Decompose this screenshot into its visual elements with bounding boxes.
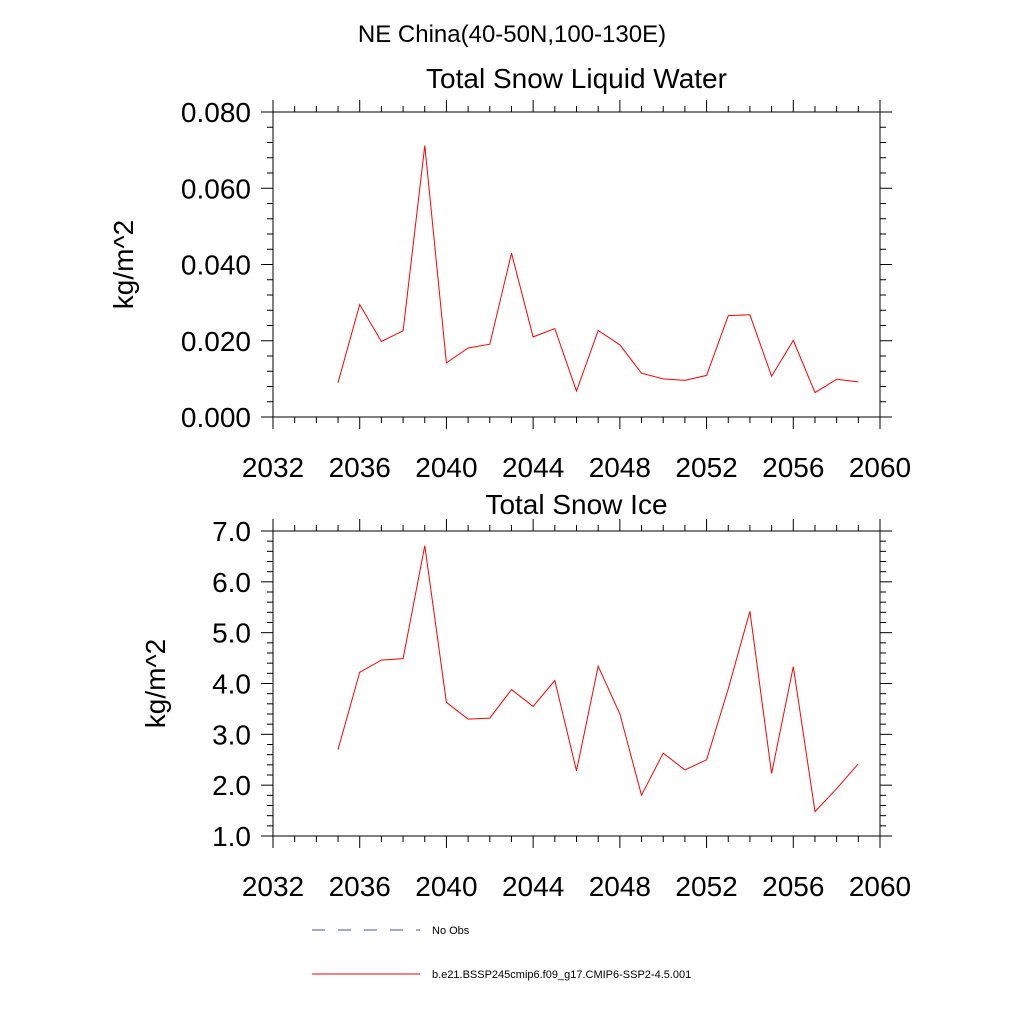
y-axis-label: kg/m^2 bbox=[108, 220, 139, 309]
chart-panels: Total Snow Liquid Water kg/m^2 2032 2036 204… bbox=[108, 63, 911, 902]
x-tick-label: 2048 bbox=[589, 452, 651, 483]
x-tick-label: 2032 bbox=[242, 871, 304, 902]
y-tick-label: 5.0 bbox=[212, 618, 251, 649]
y-tick-label: 0.060 bbox=[181, 173, 251, 204]
plot-frame bbox=[272, 530, 881, 837]
y-tick-label: 2.0 bbox=[212, 770, 251, 801]
x-tick-label: 2032 bbox=[242, 452, 304, 483]
y-tick-label: 0.000 bbox=[181, 402, 251, 433]
y-tick-label: 4.0 bbox=[212, 669, 251, 700]
x-tick-label: 2044 bbox=[502, 452, 564, 483]
x-tick-label: 2044 bbox=[502, 871, 564, 902]
x-tick-label: 2036 bbox=[329, 871, 391, 902]
x-tick-label: 2056 bbox=[762, 452, 824, 483]
y-tick-label: 0.040 bbox=[181, 250, 251, 281]
x-tick-label: 2052 bbox=[675, 871, 737, 902]
legend-label-model: b.e21.BSSP245cmip6.f09_g17.CMIP6-SSP2-4.… bbox=[432, 969, 691, 981]
panel-title: Total Snow Liquid Water bbox=[426, 63, 727, 94]
x-tick-label: 2048 bbox=[589, 871, 651, 902]
y-tick-label: 3.0 bbox=[212, 719, 251, 750]
series-line-1 bbox=[337, 545, 859, 813]
y-tick-label: 0.080 bbox=[181, 97, 251, 128]
x-tick-label: 2060 bbox=[849, 452, 911, 483]
y-tick-label: 6.0 bbox=[212, 567, 251, 598]
panel-2: Total Snow Ice kg/m^2 2032 2036 2040 2044 2048… bbox=[140, 489, 911, 902]
legend-label-no-obs: No Obs bbox=[432, 925, 470, 937]
y-tick-label: 0.020 bbox=[181, 326, 251, 357]
y-tick-label: 7.0 bbox=[212, 516, 251, 547]
x-tick-label: 2040 bbox=[415, 452, 477, 483]
x-tick-label: 2040 bbox=[415, 871, 477, 902]
x-tick-label: 2036 bbox=[329, 452, 391, 483]
legend: No Obs b.e21.BSSP245cmip6.f09_g17.CMIP6-… bbox=[312, 925, 691, 981]
series-line-1 bbox=[337, 145, 859, 394]
x-tick-label: 2052 bbox=[675, 452, 737, 483]
x-tick-label: 2056 bbox=[762, 871, 824, 902]
y-tick-label: 1.0 bbox=[212, 821, 251, 852]
x-tick-label: 2060 bbox=[849, 871, 911, 902]
plot-frame bbox=[272, 111, 881, 418]
panel-title: Total Snow Ice bbox=[485, 489, 667, 520]
figure-suptitle: NE China(40-50N,100-130E) bbox=[358, 21, 666, 48]
panel-1: Total Snow Liquid Water kg/m^2 2032 2036 204… bbox=[108, 63, 911, 483]
y-axis-label: kg/m^2 bbox=[140, 639, 171, 728]
